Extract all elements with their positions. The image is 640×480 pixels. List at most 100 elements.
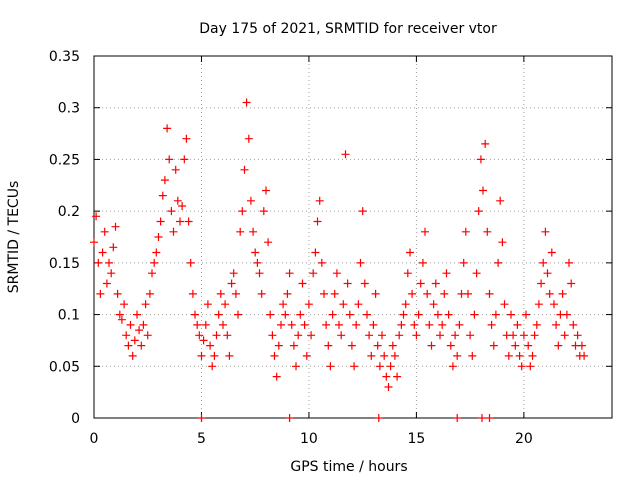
data-point	[236, 227, 245, 236]
data-point	[279, 300, 288, 309]
data-point	[231, 289, 240, 298]
data-point	[560, 331, 569, 340]
chart-title: Day 175 of 2021, SRMTID for receiver vto…	[199, 21, 497, 37]
data-point	[459, 258, 468, 267]
data-point	[281, 310, 290, 319]
data-point	[173, 196, 182, 205]
data-point	[517, 362, 526, 371]
data-point	[229, 269, 238, 278]
data-point	[238, 207, 247, 216]
data-point	[272, 372, 281, 381]
y-tick-label: 0.3	[58, 101, 80, 117]
y-tick-label: 0.25	[49, 152, 80, 168]
data-point	[195, 331, 204, 340]
data-point	[167, 207, 176, 216]
data-point	[401, 300, 410, 309]
data-point	[259, 207, 268, 216]
data-point	[543, 269, 552, 278]
data-point	[429, 300, 438, 309]
data-point	[507, 310, 515, 319]
data-point	[425, 320, 434, 329]
data-point	[399, 310, 408, 319]
data-point	[126, 320, 135, 329]
data-point	[135, 326, 144, 335]
data-point	[324, 341, 333, 350]
data-point	[485, 289, 494, 298]
data-point	[115, 310, 124, 319]
data-point	[431, 279, 440, 288]
data-point	[461, 227, 470, 236]
data-point	[341, 150, 350, 159]
data-point	[547, 248, 556, 257]
data-point	[328, 310, 337, 319]
data-point	[414, 310, 423, 319]
data-point	[197, 414, 206, 422]
data-point	[145, 289, 154, 298]
data-point	[577, 341, 586, 350]
data-point	[423, 289, 432, 298]
data-point	[386, 362, 395, 371]
data-point	[373, 341, 382, 350]
data-point	[412, 331, 421, 340]
data-point	[485, 414, 494, 422]
data-point	[427, 341, 436, 350]
data-point	[528, 351, 537, 360]
data-point	[472, 269, 481, 278]
data-point	[418, 258, 427, 267]
data-point	[569, 320, 578, 329]
data-point	[214, 310, 223, 319]
data-point	[184, 217, 193, 226]
data-point	[500, 300, 509, 309]
data-point	[410, 320, 419, 329]
data-point	[360, 279, 369, 288]
data-point	[304, 300, 313, 309]
data-point	[509, 331, 518, 340]
data-point	[322, 320, 331, 329]
data-point	[534, 300, 543, 309]
data-point	[406, 248, 414, 257]
data-point	[98, 248, 107, 257]
data-point	[388, 341, 397, 350]
data-point	[335, 320, 343, 329]
data-point	[221, 300, 230, 309]
data-point	[498, 238, 507, 247]
data-point	[483, 227, 492, 236]
data-point	[152, 248, 161, 257]
data-point	[326, 362, 335, 371]
data-point	[347, 341, 356, 350]
data-point	[216, 289, 225, 298]
data-point	[408, 289, 417, 298]
data-point	[191, 310, 199, 319]
data-point	[393, 372, 402, 381]
data-point	[120, 300, 129, 309]
data-point	[148, 269, 156, 278]
data-point	[311, 248, 320, 257]
x-tick-label: 10	[300, 431, 318, 447]
data-point	[580, 351, 589, 360]
data-point	[317, 258, 326, 267]
data-point	[541, 227, 550, 236]
data-point	[354, 300, 363, 309]
data-point	[137, 341, 146, 350]
data-point	[225, 351, 234, 360]
data-point	[526, 362, 535, 371]
data-point	[451, 331, 460, 340]
data-point	[139, 320, 148, 329]
data-point	[565, 258, 573, 267]
data-point	[109, 243, 118, 252]
data-point	[453, 351, 462, 360]
data-point	[374, 414, 383, 422]
data-point	[440, 289, 449, 298]
data-point	[165, 155, 174, 164]
x-tick-label: 20	[515, 431, 533, 447]
data-point	[246, 196, 255, 205]
data-point	[234, 310, 242, 319]
data-point	[444, 310, 453, 319]
data-point	[102, 279, 111, 288]
data-point	[332, 269, 341, 278]
data-point	[487, 320, 496, 329]
data-point	[320, 289, 328, 298]
data-point	[302, 351, 311, 360]
data-point	[537, 279, 546, 288]
data-point	[562, 310, 571, 319]
